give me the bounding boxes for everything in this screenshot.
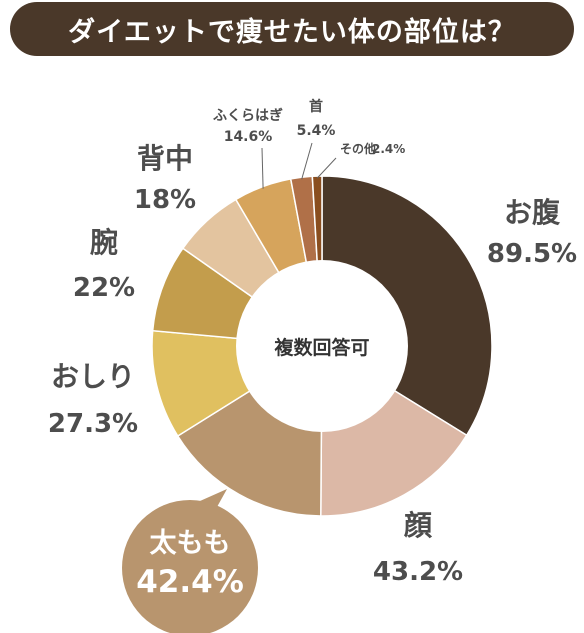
label-back: 背中	[137, 142, 193, 175]
value-other: 2.4%	[372, 142, 405, 156]
value-calf: 14.6%	[224, 129, 273, 145]
value-thigh: 42.4%	[136, 564, 244, 600]
label-hip: おしり	[51, 360, 135, 393]
leader-line-neck	[301, 142, 313, 180]
label-neck: 首	[309, 98, 323, 115]
value-back: 18%	[134, 185, 196, 215]
label-belly: お腹	[504, 196, 561, 229]
value-face: 43.2%	[373, 557, 463, 587]
center-label: 複数回答可	[273, 336, 369, 359]
label-calf: ふくらはぎ	[213, 107, 283, 124]
leader-line-other	[316, 157, 337, 179]
value-belly: 89.5%	[487, 239, 577, 269]
leader-line-calf	[261, 147, 264, 189]
donut-hole	[236, 260, 408, 432]
leader-lines	[261, 142, 337, 189]
label-thigh: 太もも	[150, 528, 231, 559]
highlight-callout	[122, 489, 258, 633]
value-hip: 27.3%	[48, 409, 138, 439]
chart-title: ダイエットで痩せたい体の部位は？	[68, 16, 516, 48]
labels-layer: お腹 89.5% 顔 43.2% 太もも 42.4% おしり 27.3% 腕 22% 背中 18% ふく…	[48, 98, 577, 600]
label-arm: 腕	[90, 226, 118, 259]
label-other: その他	[340, 141, 376, 156]
value-arm: 22%	[73, 273, 135, 303]
title-banner: ダイエットで痩せたい体の部位は？	[10, 2, 574, 56]
slices-layer	[151, 175, 493, 517]
label-face: 顔	[404, 509, 433, 542]
value-neck: 5.4%	[297, 123, 336, 139]
